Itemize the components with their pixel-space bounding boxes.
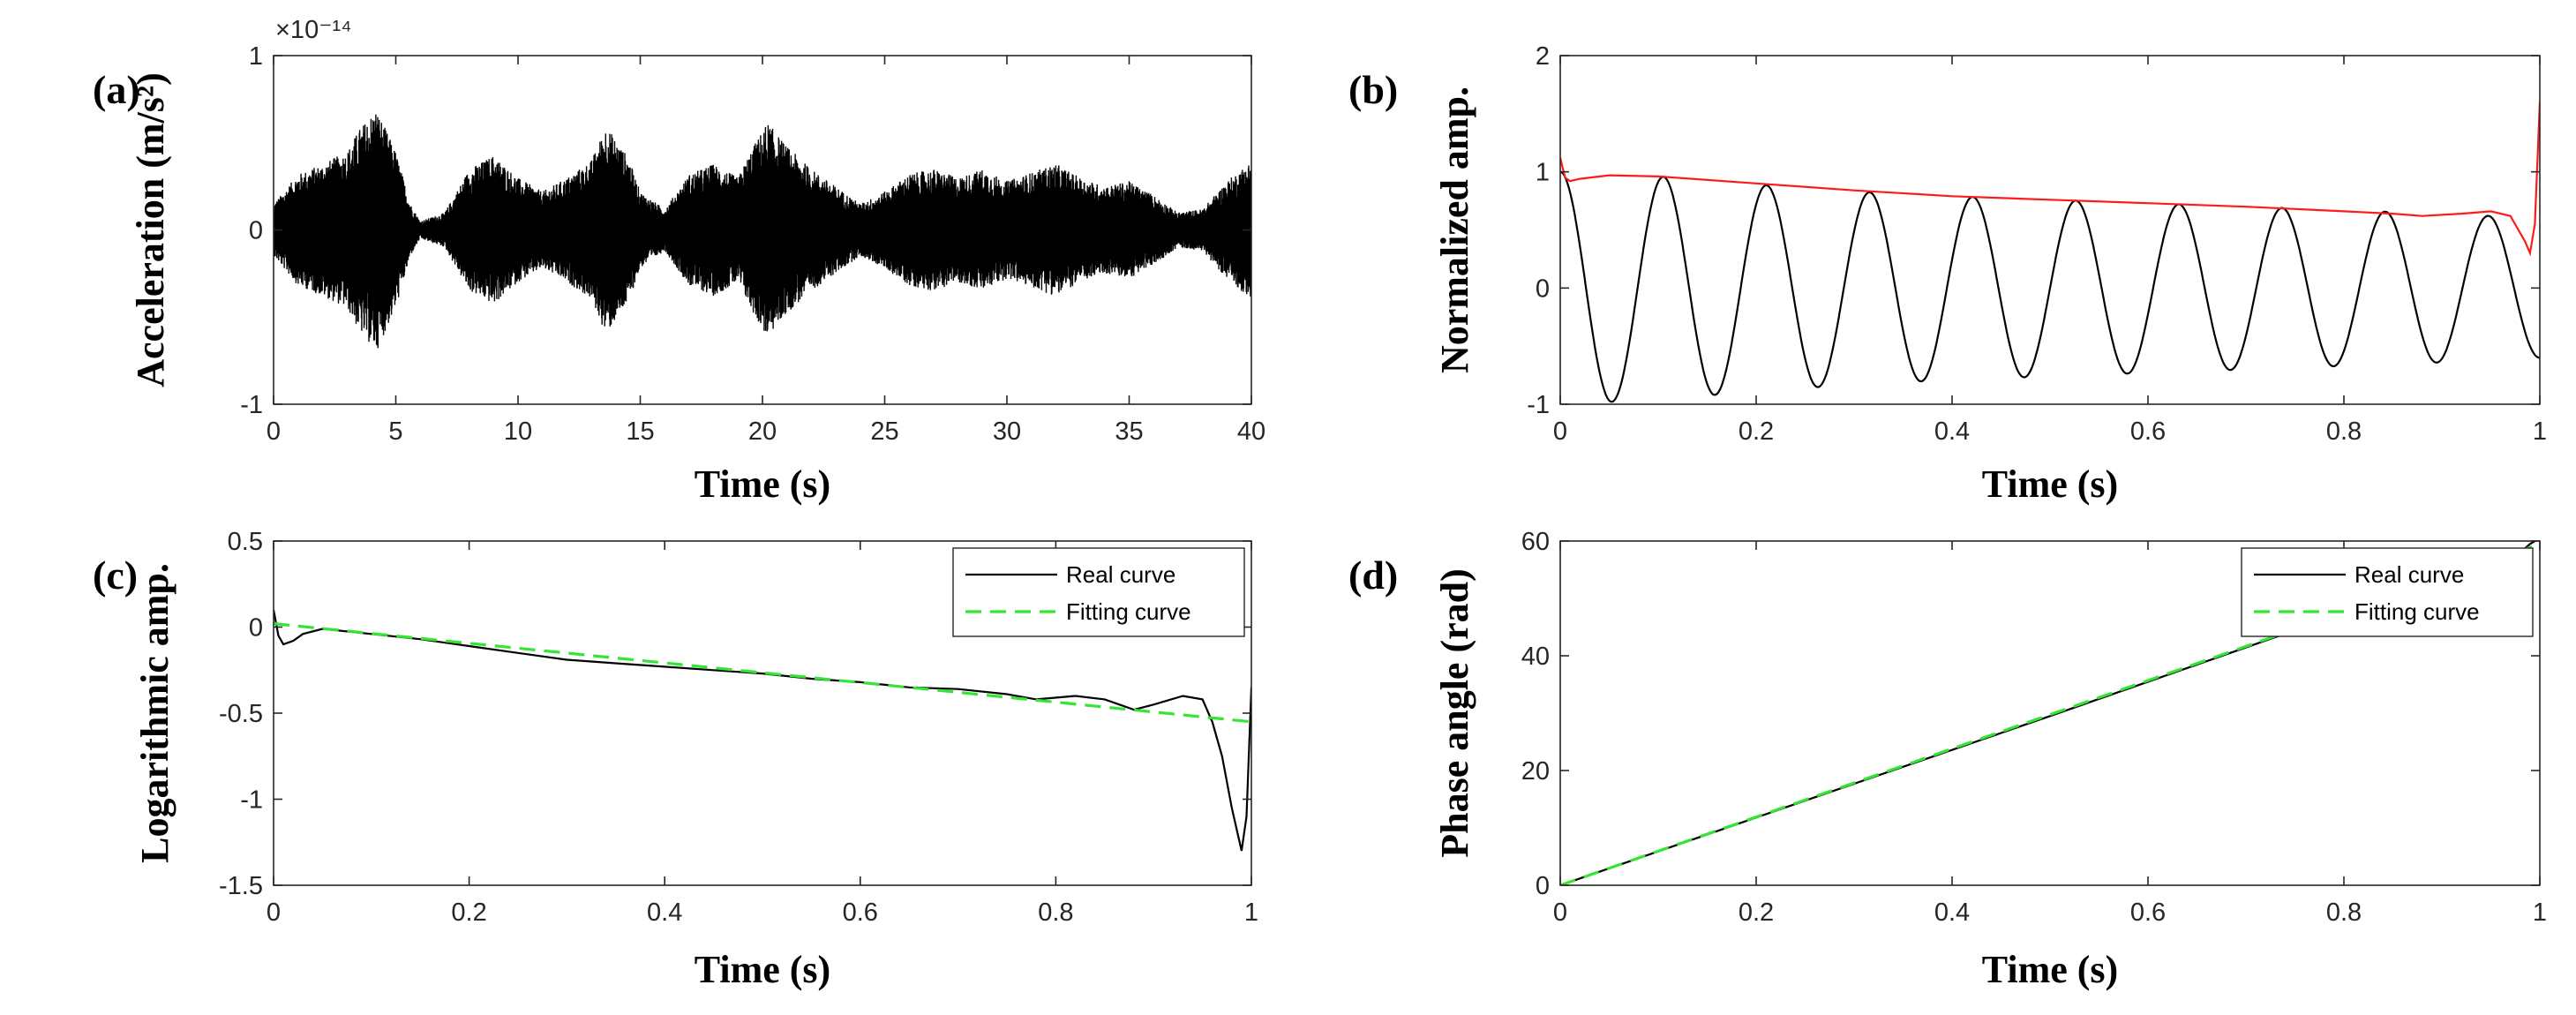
x-tick-label: 10 <box>504 417 532 446</box>
y-tick-label: -1.5 <box>219 872 263 900</box>
series-normalized-signal <box>1560 170 2540 403</box>
y-tick-label: -1 <box>240 786 263 815</box>
x-tick-label: 20 <box>748 417 777 446</box>
x-tick-label: 0 <box>1553 898 1567 927</box>
y-tick-label: 0 <box>1536 872 1550 900</box>
x-tick-label: 0.8 <box>2326 898 2362 927</box>
plot-area <box>1560 102 2540 403</box>
x-tick-label: 35 <box>1115 417 1143 446</box>
legend: Real curve Fitting curve <box>2241 547 2534 637</box>
y-tick-label: -1 <box>1527 391 1550 419</box>
x-axis-title: Time (s) <box>1982 462 2118 506</box>
panel-label: (c) <box>93 553 138 598</box>
x-tick-label: 0.4 <box>1934 898 1970 927</box>
x-tick-label: 1 <box>1244 898 1258 927</box>
y-tick-label: 0 <box>1536 274 1550 303</box>
y-tick-label: 1 <box>249 42 263 71</box>
x-tick-label: 0 <box>1553 417 1567 446</box>
panel-label: (d) <box>1348 553 1398 598</box>
y-axis-title: Logarithmic amp. <box>133 563 176 863</box>
x-tick-label: 30 <box>993 417 1021 446</box>
series-fitting-curve <box>274 622 1251 724</box>
x-tick-label: 1 <box>2533 417 2547 446</box>
x-tick-label: 0.6 <box>2130 417 2166 446</box>
legend-box <box>952 547 1245 637</box>
panel-c: 0 0.2 0.4 0.6 0.8 1 -1.5 -1 -0.5 0 0.5 Time (s) Loga… <box>93 528 1258 991</box>
x-tick-label: 0.4 <box>1934 417 1970 446</box>
panel-label: (b) <box>1348 67 1398 112</box>
x-tick-label: 0.8 <box>2326 417 2362 446</box>
x-tick-label: 0 <box>267 417 281 446</box>
y-axis-title: Acceleration (m/s²) <box>129 72 172 387</box>
x-tick-label: 0.6 <box>843 898 878 927</box>
y-axis-title: Normalized amp. <box>1433 86 1476 373</box>
y-tick-label: 1 <box>1536 159 1550 187</box>
y-tick-label: 0 <box>249 217 263 245</box>
x-tick-label: 0.2 <box>451 898 486 927</box>
legend-entry-label: Real curve <box>2354 561 2464 588</box>
x-tick-label: 0.6 <box>2130 898 2166 927</box>
x-tick-label: 15 <box>626 417 654 446</box>
legend-entry-label: Fitting curve <box>1066 598 1191 625</box>
x-axis-title: Time (s) <box>695 948 830 991</box>
axis-box <box>1559 540 2541 886</box>
y-tick-label: 2 <box>1536 42 1550 71</box>
x-axis-title: Time (s) <box>1982 948 2118 991</box>
x-tick-label: 25 <box>870 417 898 446</box>
y-tick-label: -0.5 <box>219 700 263 728</box>
panel-label: (a) <box>93 67 140 112</box>
plot-area <box>274 609 1251 852</box>
y-tick-label: 60 <box>1521 528 1550 556</box>
x-tick-label: 0 <box>267 898 281 927</box>
y-tick-label: 20 <box>1521 757 1550 786</box>
x-tick-label: 1 <box>2533 898 2547 927</box>
legend-box <box>2241 547 2534 637</box>
plot-area <box>274 114 1251 349</box>
x-tick-label: 5 <box>388 417 402 446</box>
y-tick-label: 0.5 <box>228 528 263 556</box>
series-envelope <box>1560 102 2540 257</box>
y-tick-label: 0 <box>249 614 263 643</box>
x-axis-title: Time (s) <box>695 462 830 506</box>
series-acceleration <box>274 114 1251 349</box>
x-tick-label: 0.2 <box>1739 417 1774 446</box>
legend-entry-label: Real curve <box>1066 561 1175 588</box>
x-tick-label: 40 <box>1237 417 1265 446</box>
x-tick-label: 0.2 <box>1739 898 1774 927</box>
y-tick-label: -1 <box>240 391 263 419</box>
y-axis-title: Phase angle (rad) <box>1433 568 1476 858</box>
panel-d: 0 0.2 0.4 0.6 0.8 1 0 20 40 60 Time (s) Phase angle… <box>1348 528 2547 991</box>
x-tick-label: 0.4 <box>647 898 682 927</box>
y-exponent-label: ×10⁻¹⁴ <box>275 16 352 44</box>
axis-box <box>1559 55 2541 405</box>
y-tick-label: 40 <box>1521 643 1550 671</box>
legend-entry-label: Fitting curve <box>2354 598 2480 625</box>
x-tick-label: 0.8 <box>1038 898 1073 927</box>
legend: Real curve Fitting curve <box>952 547 1245 637</box>
series-real-curve <box>274 609 1251 852</box>
